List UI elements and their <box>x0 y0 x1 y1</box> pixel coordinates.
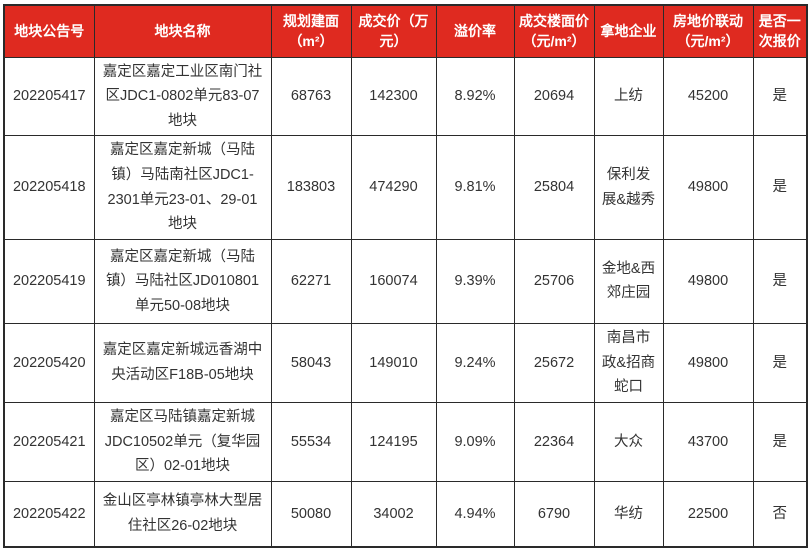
table-cell: 183803 <box>270 135 352 240</box>
table-cell: 202205418 <box>3 135 95 240</box>
table-cell: 是 <box>752 322 808 403</box>
land-auction-table: 地块公告号 地块名称 规划建面 （m²） 成交价（万 元） 溢价率 成交楼面价 … <box>3 4 808 548</box>
table-cell: 9.09% <box>435 401 515 482</box>
table-cell: 25804 <box>513 135 595 240</box>
table-cell: 4.94% <box>435 480 515 548</box>
table-cell: 142300 <box>350 56 437 137</box>
header-floor-price: 成交楼面价 （元/m²） <box>513 4 595 58</box>
table-cell: 25672 <box>513 322 595 403</box>
table-row: 202205421 嘉定区马陆镇嘉定新城JDC10502单元（复华园区）02-01… <box>3 401 808 482</box>
table-cell: 25706 <box>513 238 595 324</box>
table-cell: 20694 <box>513 56 595 137</box>
table-cell: 50080 <box>270 480 352 548</box>
table-cell: 49800 <box>662 135 754 240</box>
table-cell: 62271 <box>270 238 352 324</box>
table-cell: 嘉定区嘉定新城远香湖中央活动区F18B-05地块 <box>93 322 272 403</box>
table-cell: 149010 <box>350 322 437 403</box>
header-announcement-no: 地块公告号 <box>3 4 95 58</box>
table-cell: 22500 <box>662 480 754 548</box>
table-cell: 58043 <box>270 322 352 403</box>
table-cell: 55534 <box>270 401 352 482</box>
table-cell: 金地&西郊庄园 <box>593 238 664 324</box>
table-cell: 45200 <box>662 56 754 137</box>
table-cell: 9.39% <box>435 238 515 324</box>
table-row: 202205417 嘉定区嘉定工业区南门社区JDC1-0802单元83-07地块 6… <box>3 56 808 137</box>
table-body: 202205417 嘉定区嘉定工业区南门社区JDC1-0802单元83-07地块 6… <box>3 56 808 548</box>
table-cell: 49800 <box>662 238 754 324</box>
table-cell: 金山区亭林镇亭林大型居住社区26-02地块 <box>93 480 272 548</box>
table-cell: 嘉定区嘉定新城（马陆镇）马陆南社区JDC1-2301单元23-01、29-01地… <box>93 135 272 240</box>
land-auction-table-page: 地块公告号 地块名称 规划建面 （m²） 成交价（万 元） 溢价率 成交楼面价 … <box>3 4 808 548</box>
table-cell: 160074 <box>350 238 437 324</box>
table-cell: 上纺 <box>593 56 664 137</box>
header-transaction-price: 成交价（万 元） <box>350 4 437 58</box>
table-row: 202205420 嘉定区嘉定新城远香湖中央活动区F18B-05地块 58043 14… <box>3 322 808 403</box>
header-premium-rate: 溢价率 <box>435 4 515 58</box>
table-cell: 保利发展&越秀 <box>593 135 664 240</box>
header-price-linkage: 房地价联动 （元/m²） <box>662 4 754 58</box>
table-row: 202205422 金山区亭林镇亭林大型居住社区26-02地块 50080 34002… <box>3 480 808 548</box>
table-cell: 是 <box>752 401 808 482</box>
table-cell: 68763 <box>270 56 352 137</box>
table-cell: 9.81% <box>435 135 515 240</box>
table-cell: 202205422 <box>3 480 95 548</box>
table-cell: 22364 <box>513 401 595 482</box>
table-cell: 34002 <box>350 480 437 548</box>
table-cell: 43700 <box>662 401 754 482</box>
table-cell: 嘉定区嘉定新城（马陆镇）马陆社区JD010801单元50-08地块 <box>93 238 272 324</box>
table-cell: 202205417 <box>3 56 95 137</box>
table-cell: 南昌市政&招商蛇口 <box>593 322 664 403</box>
table-cell: 202205419 <box>3 238 95 324</box>
table-row: 202205418 嘉定区嘉定新城（马陆镇）马陆南社区JDC1-2301单元23-… <box>3 135 808 240</box>
table-cell: 474290 <box>350 135 437 240</box>
table-row: 202205419 嘉定区嘉定新城（马陆镇）马陆社区JD010801单元50-08… <box>3 238 808 324</box>
table-cell: 嘉定区嘉定工业区南门社区JDC1-0802单元83-07地块 <box>93 56 272 137</box>
table-cell: 8.92% <box>435 56 515 137</box>
table-cell: 是 <box>752 56 808 137</box>
table-cell: 华纺 <box>593 480 664 548</box>
table-cell: 9.24% <box>435 322 515 403</box>
table-cell: 是 <box>752 135 808 240</box>
table-cell: 6790 <box>513 480 595 548</box>
table-cell: 大众 <box>593 401 664 482</box>
header-parcel-name: 地块名称 <box>93 4 272 58</box>
table-cell: 124195 <box>350 401 437 482</box>
header-planned-area: 规划建面 （m²） <box>270 4 352 58</box>
table-header: 地块公告号 地块名称 规划建面 （m²） 成交价（万 元） 溢价率 成交楼面价 … <box>3 4 808 58</box>
header-enterprise: 拿地企业 <box>593 4 664 58</box>
table-cell: 否 <box>752 480 808 548</box>
table-cell: 202205420 <box>3 322 95 403</box>
header-one-time-bid: 是否一 次报价 <box>752 4 808 58</box>
table-cell: 202205421 <box>3 401 95 482</box>
header-row: 地块公告号 地块名称 规划建面 （m²） 成交价（万 元） 溢价率 成交楼面价 … <box>3 4 808 58</box>
table-cell: 49800 <box>662 322 754 403</box>
table-cell: 嘉定区马陆镇嘉定新城JDC10502单元（复华园区）02-01地块 <box>93 401 272 482</box>
table-cell: 是 <box>752 238 808 324</box>
